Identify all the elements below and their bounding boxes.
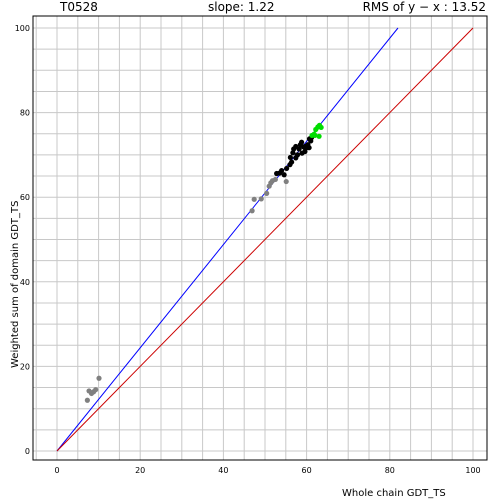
reference-line xyxy=(56,27,474,452)
data-point xyxy=(93,387,99,393)
y-tick-label: 80 xyxy=(20,109,30,118)
data-point xyxy=(287,154,293,161)
data-point xyxy=(96,375,102,381)
data-point xyxy=(258,196,264,202)
data-point xyxy=(316,133,322,139)
plot-frame xyxy=(32,15,488,461)
x-tick-label: 60 xyxy=(302,466,312,475)
data-point xyxy=(283,178,289,185)
data-points xyxy=(84,122,324,403)
slope-label: slope: 1.22 xyxy=(208,0,275,14)
x-tick-label: 80 xyxy=(385,466,395,475)
y-tick-label: 100 xyxy=(15,24,30,33)
y-tick-label: 60 xyxy=(20,193,30,202)
target-id-label: T0528 xyxy=(60,0,98,14)
x-tick-label: 100 xyxy=(465,466,480,475)
y-tick-labels: 0 20 40 60 80 100 xyxy=(15,24,30,456)
data-point xyxy=(272,176,278,183)
reference-line xyxy=(56,27,399,452)
data-point xyxy=(264,190,270,196)
x-axis-label: Whole chain GDT_TS xyxy=(342,488,446,499)
data-point xyxy=(284,165,290,172)
x-tick-label: 40 xyxy=(218,466,228,475)
data-point xyxy=(291,146,297,152)
y-tick-label: 20 xyxy=(20,362,30,371)
data-point xyxy=(312,132,318,139)
data-point xyxy=(84,397,90,403)
x-tick-label: 0 xyxy=(54,466,59,475)
y-tick-label: 40 xyxy=(20,278,30,287)
reference-lines xyxy=(56,27,474,452)
data-point xyxy=(318,124,324,131)
rms-label: RMS of y − x : 13.52 xyxy=(362,0,486,14)
data-point xyxy=(289,159,295,165)
data-point xyxy=(249,208,255,214)
y-tick-label: 0 xyxy=(25,447,30,456)
x-tick-label: 20 xyxy=(135,466,145,475)
data-point xyxy=(294,152,301,158)
data-point xyxy=(281,172,287,178)
data-point xyxy=(251,196,257,202)
x-tick-labels: 0 20 40 60 80 100 xyxy=(54,466,480,475)
y-axis-label: Weighted sum of domain GDT_TS xyxy=(10,201,21,368)
data-point xyxy=(279,167,285,174)
data-point xyxy=(299,139,305,145)
data-point xyxy=(303,143,309,149)
grid-lines xyxy=(33,16,487,460)
